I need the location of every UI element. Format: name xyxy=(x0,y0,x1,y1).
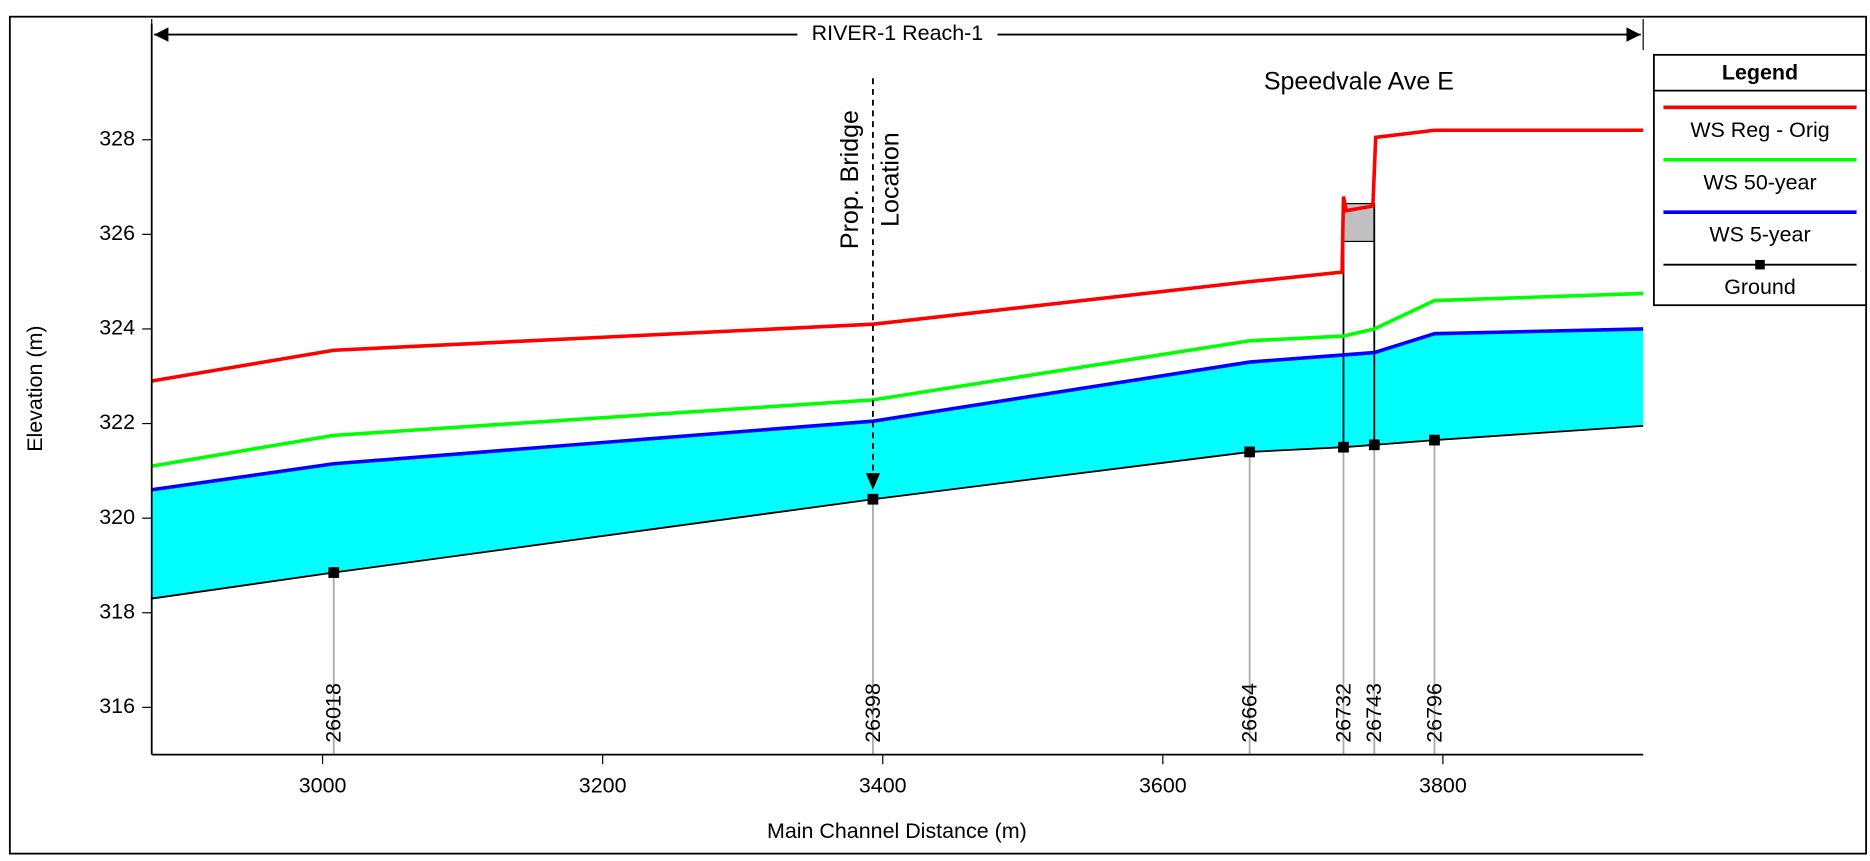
y-tick-label: 326 xyxy=(99,221,135,245)
y-tick-label: 318 xyxy=(99,599,135,623)
x-tick-label: 3200 xyxy=(579,774,627,798)
profile-line xyxy=(151,291,1644,468)
profile-line xyxy=(151,425,1644,600)
station-label: 26398 xyxy=(861,683,885,743)
legend-label: Ground xyxy=(1724,275,1796,299)
ground-marker xyxy=(1368,439,1380,451)
station-label: 26732 xyxy=(1331,683,1355,743)
ground-marker xyxy=(1429,434,1440,446)
y-tick-label: 316 xyxy=(99,694,135,718)
legend-label: WS 50-year xyxy=(1703,170,1816,194)
y-tick-label: 322 xyxy=(99,410,135,434)
water-area xyxy=(151,328,1644,599)
x-tick-label: 3000 xyxy=(299,774,347,798)
y-axis-label: Elevation (m) xyxy=(23,326,47,452)
station-label: 26664 xyxy=(1238,683,1262,743)
y-tick-label: 324 xyxy=(99,316,135,340)
x-tick-label: 3400 xyxy=(859,774,907,798)
legend-marker xyxy=(1755,259,1765,270)
ground-marker xyxy=(867,493,879,505)
station-label: 26796 xyxy=(1422,683,1446,743)
arrow-head xyxy=(865,473,881,490)
station-label: 26743 xyxy=(1362,683,1386,743)
annotation: Speedvale Ave E xyxy=(1264,68,1454,96)
chart-title: RIVER-1 Reach-1 xyxy=(812,21,984,45)
station-label: 26018 xyxy=(322,683,346,743)
ground-marker xyxy=(1244,446,1256,458)
x-tick-label: 3800 xyxy=(1419,774,1467,798)
legend-label: WS Reg - Orig xyxy=(1690,118,1829,142)
ground-marker xyxy=(1338,441,1349,453)
legend-title: Legend xyxy=(1722,61,1798,85)
annotation: Location xyxy=(877,132,905,227)
annotation: Prop. Bridge xyxy=(836,110,864,249)
y-tick-label: 328 xyxy=(99,126,135,150)
legend-label: WS 5-year xyxy=(1709,223,1810,247)
profile-line xyxy=(151,327,1644,492)
x-axis-label: Main Channel Distance (m) xyxy=(767,819,1027,843)
profile-line xyxy=(151,128,1644,383)
x-tick-label: 3600 xyxy=(1139,774,1187,798)
ground-marker xyxy=(328,567,340,578)
y-tick-label: 320 xyxy=(99,505,135,529)
